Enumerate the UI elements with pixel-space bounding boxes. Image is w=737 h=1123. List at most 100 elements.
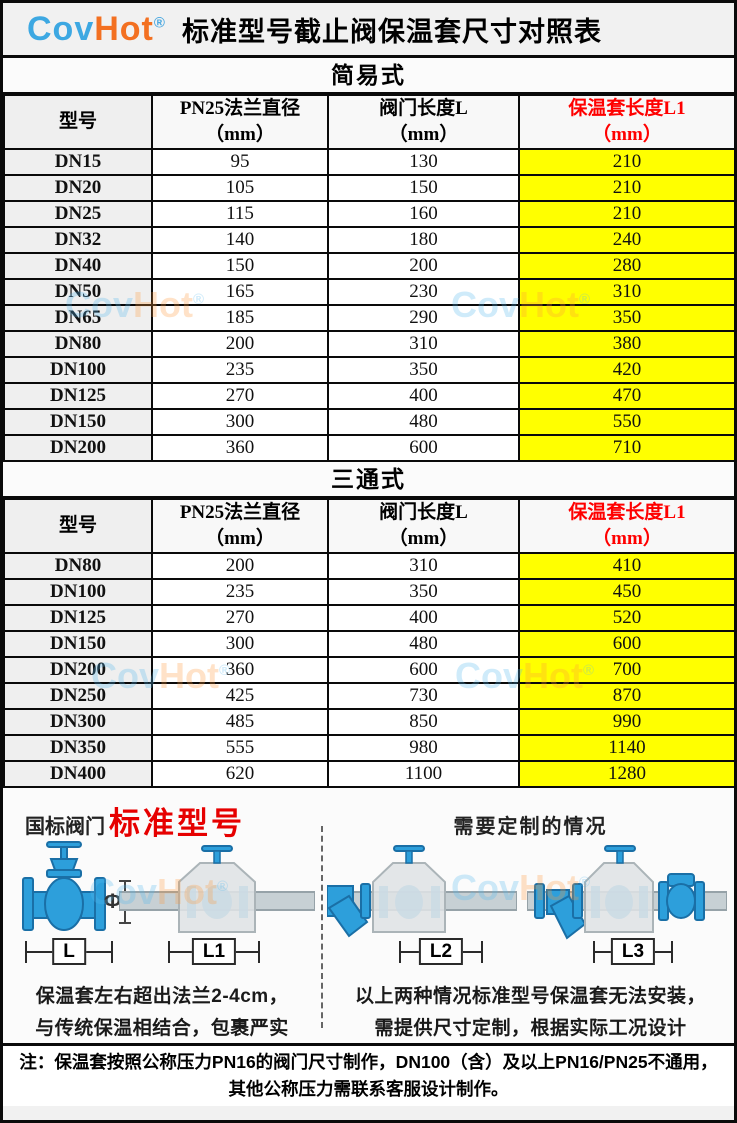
model-cell: DN100	[3, 356, 153, 384]
national-standard-valve-label: 国标阀门	[25, 816, 105, 838]
gate-valve-illustration	[22, 841, 106, 931]
model-cell: DN15	[3, 148, 153, 176]
phi-symbol: Φ	[104, 890, 122, 913]
value-cell: 360	[151, 434, 329, 462]
table-row: DN350 555 980 1140	[3, 734, 734, 762]
value-cell: 210	[518, 174, 734, 202]
dimension-label-L1: L1	[191, 938, 237, 965]
model-cell: DN150	[3, 408, 153, 436]
value-cell: 620	[151, 760, 329, 788]
illustration-panel: 国标阀门 标准型号 需要定制的情况 Φ	[3, 788, 734, 1046]
dashed-divider	[321, 826, 323, 1028]
model-cell: DN80	[3, 552, 153, 580]
value-cell: 990	[518, 708, 734, 736]
model-cell: DN100	[3, 578, 153, 606]
table-row: DN65 185 290 350	[3, 304, 734, 332]
value-cell: 600	[327, 656, 520, 684]
value-cell: 380	[518, 330, 734, 358]
table-row: DN200 360 600 710	[3, 434, 734, 462]
custom-case-illustration-1	[327, 845, 517, 938]
table-row: DN300 485 850 990	[3, 708, 734, 736]
page-title: 标准型号截止阀保温套尺寸对照表	[181, 16, 602, 47]
value-cell: 425	[151, 682, 329, 710]
column-header: 阀门长度L （mm）	[327, 94, 520, 150]
table-row: DN100 235 350 420	[3, 356, 734, 384]
value-cell: 420	[518, 356, 734, 384]
value-cell: 480	[327, 630, 520, 658]
value-cell: 290	[327, 304, 520, 332]
custom-case-illustration-2	[527, 845, 727, 940]
table-row: DN20 105 150 210	[3, 174, 734, 202]
column-header: 型号	[3, 94, 153, 150]
footnote-text: 注：保温套按照公称压力PN16的阀门尺寸制作，DN100（含）及以上PN16/P…	[19, 1051, 718, 1099]
value-cell: 710	[518, 434, 734, 462]
column-header: 型号	[3, 498, 153, 554]
table-row: DN125 270 400 520	[3, 604, 734, 632]
value-cell: 870	[518, 682, 734, 710]
table-row: DN15 95 130 210	[3, 148, 734, 176]
value-cell: 480	[327, 408, 520, 436]
header-row: 型号 PN25法兰直径 （mm） 阀门长度L （mm） 保温套长度L1 （mm）	[3, 498, 734, 554]
dimension-label-L2: L2	[418, 938, 464, 965]
value-cell: 410	[518, 552, 734, 580]
column-header: PN25法兰直径 （mm）	[151, 498, 329, 554]
value-cell: 310	[327, 552, 520, 580]
model-cell: DN50	[3, 278, 153, 306]
section-title-simple: 简易式	[3, 58, 734, 94]
value-cell: 150	[151, 252, 329, 280]
right-caption-line1: 以上两种情况标准型号保温套无法安装，	[354, 986, 706, 1007]
table-row: DN50 165 230 310	[3, 278, 734, 306]
right-caption-line2: 需提供尺寸定制，根据实际工况设计	[374, 1018, 687, 1039]
logo-cov-text: Cov	[27, 9, 95, 48]
table-row: DN80 200 310 410	[3, 552, 734, 580]
left-caption-line2: 与传统保温相结合，包裹严实	[35, 1018, 289, 1039]
value-cell: 600	[327, 434, 520, 462]
value-cell: 270	[151, 604, 329, 632]
value-cell: 240	[518, 226, 734, 254]
table-row: DN25 115 160 210	[3, 200, 734, 228]
table-row: DN80 200 310 380	[3, 330, 734, 358]
simple-type-table: 型号 PN25法兰直径 （mm） 阀门长度L （mm） 保温套长度L1 （mm） DN15 9…	[3, 94, 734, 462]
value-cell: 350	[327, 356, 520, 384]
registered-mark-icon: ®	[153, 14, 166, 32]
model-cell: DN300	[3, 708, 153, 736]
dimension-L3: L3	[593, 938, 673, 965]
value-cell: 360	[151, 656, 329, 684]
value-cell: 95	[151, 148, 329, 176]
value-cell: 200	[327, 252, 520, 280]
value-cell: 115	[151, 200, 329, 228]
value-cell: 980	[327, 734, 520, 762]
dimension-L: L	[25, 938, 113, 965]
section-title-threeway: 三通式	[3, 462, 734, 498]
value-cell: 400	[327, 382, 520, 410]
table-row: DN40 150 200 280	[3, 252, 734, 280]
column-header: 保温套长度L1 （mm）	[518, 94, 734, 150]
table-row: DN125 270 400 470	[3, 382, 734, 410]
model-cell: DN150	[3, 630, 153, 658]
model-cell: DN25	[3, 200, 153, 228]
value-cell: 300	[151, 630, 329, 658]
value-cell: 140	[151, 226, 329, 254]
column-header: PN25法兰直径 （mm）	[151, 94, 329, 150]
value-cell: 1140	[518, 734, 734, 762]
dimension-L1: L1	[168, 938, 260, 965]
table-row: DN250 425 730 870	[3, 682, 734, 710]
left-caption-line1: 保温套左右超出法兰2-4cm，	[35, 986, 289, 1007]
dimension-label-L: L	[52, 938, 86, 965]
model-cell: DN200	[3, 434, 153, 462]
value-cell: 235	[151, 356, 329, 384]
model-cell: DN125	[3, 382, 153, 410]
value-cell: 185	[151, 304, 329, 332]
model-cell: DN125	[3, 604, 153, 632]
value-cell: 730	[327, 682, 520, 710]
model-cell: DN40	[3, 252, 153, 280]
value-cell: 1280	[518, 760, 734, 788]
footnote-bar: 注：保温套按照公称压力PN16的阀门尺寸制作，DN100（含）及以上PN16/P…	[3, 1046, 734, 1106]
model-cell: DN65	[3, 304, 153, 332]
model-cell: DN200	[3, 656, 153, 684]
model-cell: DN400	[3, 760, 153, 788]
model-cell: DN32	[3, 226, 153, 254]
value-cell: 485	[151, 708, 329, 736]
column-header: 阀门长度L （mm）	[327, 498, 520, 554]
